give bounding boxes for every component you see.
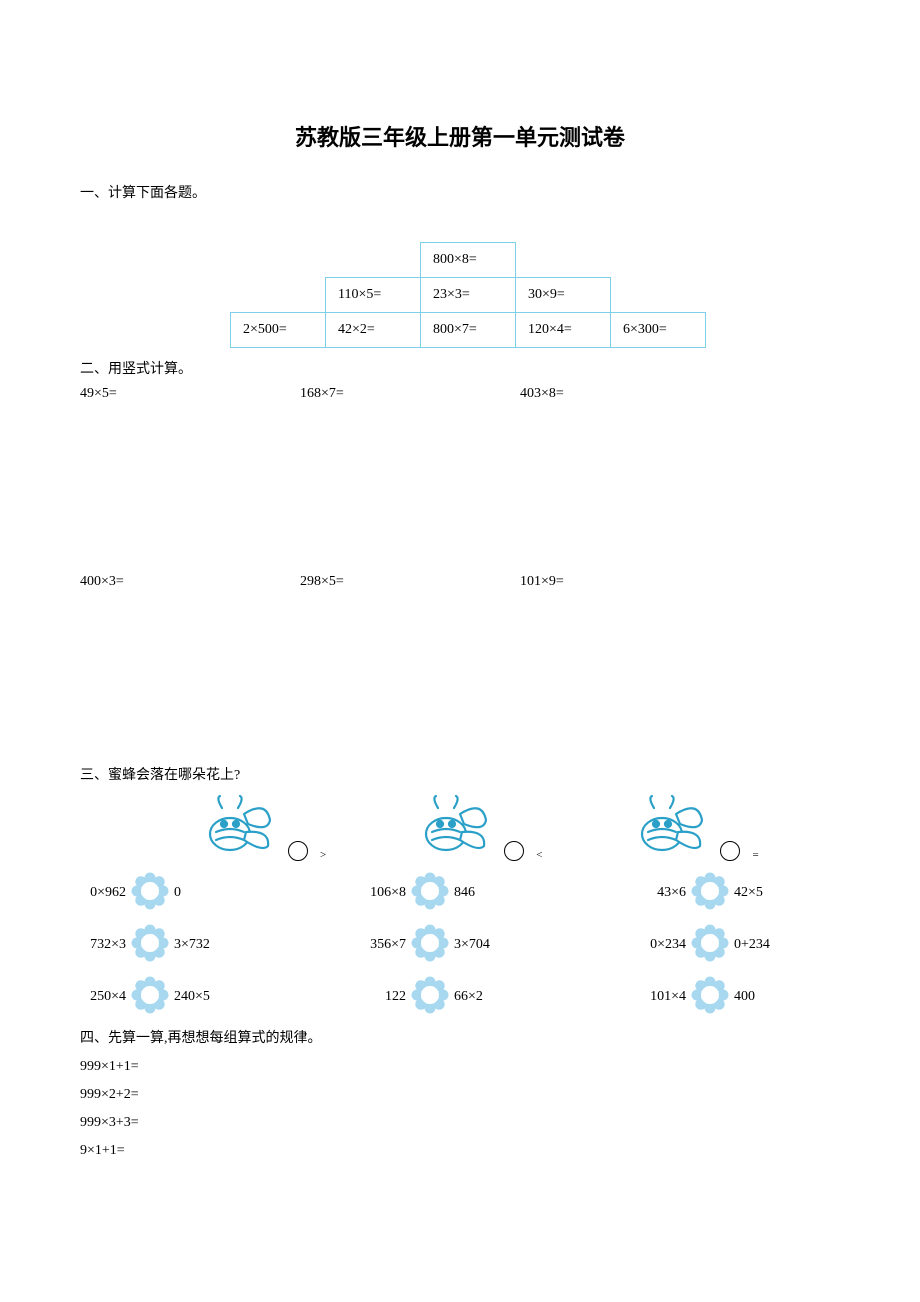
pattern-line: 999×3+3= — [80, 1115, 840, 1131]
flower-right-expr: 240×5 — [174, 989, 210, 1005]
calc-cell: 30×9= — [516, 278, 611, 313]
flower-right-expr: 400 — [734, 989, 755, 1005]
flower-left-expr: 101×4 — [640, 989, 686, 1005]
flower-item: 0×234 0+234 — [640, 919, 840, 971]
bee-icon — [632, 792, 710, 861]
vertical-calc-item: 400×3= — [80, 574, 300, 590]
calc-cell — [326, 243, 421, 278]
vertical-calc-item: 298×5= — [300, 574, 520, 590]
flower-icon — [128, 869, 172, 918]
calc-cell: 23×3= — [421, 278, 516, 313]
flower-right-expr: 66×2 — [454, 989, 483, 1005]
flower-icon — [408, 921, 452, 970]
bee-icon — [200, 792, 278, 861]
calc-cell: 110×5= — [326, 278, 421, 313]
answer-circle[interactable] — [288, 841, 308, 861]
vertical-calc-item: 403×8= — [520, 386, 740, 402]
flower-item: 732×3 3×732 — [80, 919, 280, 971]
flower-icon — [408, 869, 452, 918]
flower-right-expr: 846 — [454, 885, 475, 901]
section2-heading: 二、用竖式计算。 — [80, 358, 840, 378]
flower-column: 43×6 42×5 0×234 0+234 101×4 400 — [640, 867, 840, 1023]
calc-cell — [611, 243, 706, 278]
flower-icon — [128, 973, 172, 1022]
page-title: 苏教版三年级上册第一单元测试卷 — [80, 120, 840, 152]
flower-left-expr: 0×234 — [640, 937, 686, 953]
vertical-calc-row: 49×5= 168×7= 403×8= — [80, 386, 840, 402]
flower-item: 0×962 0 — [80, 867, 280, 919]
calc-cell: 6×300= — [611, 313, 706, 348]
flower-icon — [408, 973, 452, 1022]
flower-icon — [688, 921, 732, 970]
calc-table-wrap: 800×8= 110×5= 23×3= 30×9= 2×500= 42×2= 8… — [230, 242, 770, 348]
vertical-calc-item: 101×9= — [520, 574, 740, 590]
calc-cell: 2×500= — [231, 313, 326, 348]
flower-item: 250×4 240×5 — [80, 971, 280, 1023]
flower-grid: 0×9620732×33×732250×4240×5106×8846356×73… — [80, 867, 840, 1023]
flower-right-expr: 0+234 — [734, 937, 770, 953]
pattern-line: 9×1+1= — [80, 1143, 840, 1159]
section3-heading: 三、蜜蜂会落在哪朵花上? — [80, 764, 840, 784]
bee-unit: = — [632, 792, 758, 861]
calc-cell — [611, 278, 706, 313]
flower-left-expr: 732×3 — [80, 937, 126, 953]
flower-right-expr: 0 — [174, 885, 181, 901]
compare-symbol: < — [536, 849, 542, 861]
pattern-line: 999×1+1= — [80, 1059, 840, 1075]
flower-item: 106×8 846 — [360, 867, 560, 919]
answer-circle[interactable] — [720, 841, 740, 861]
vertical-calc-item: 49×5= — [80, 386, 300, 402]
flower-column: 106×8 846 356×7 3×704 122 66×2 — [360, 867, 560, 1023]
flower-left-expr: 356×7 — [360, 937, 406, 953]
calc-cell: 800×8= — [421, 243, 516, 278]
flower-left-expr: 250×4 — [80, 989, 126, 1005]
flower-column: 0×962 0 732×3 3×732 250×4 240×5 — [80, 867, 280, 1023]
answer-circle[interactable] — [504, 841, 524, 861]
flower-left-expr: 106×8 — [360, 885, 406, 901]
calc-cell: 120×4= — [516, 313, 611, 348]
flower-item: 101×4 400 — [640, 971, 840, 1023]
vertical-calc-item: 168×7= — [300, 386, 520, 402]
calc-cell: 800×7= — [421, 313, 516, 348]
flower-right-expr: 42×5 — [734, 885, 763, 901]
flower-item: 122 66×2 — [360, 971, 560, 1023]
bee-unit: > — [200, 792, 326, 861]
calc-table: 800×8= 110×5= 23×3= 30×9= 2×500= 42×2= 8… — [230, 242, 706, 348]
flower-item: 356×7 3×704 — [360, 919, 560, 971]
vertical-calc-row: 400×3= 298×5= 101×9= — [80, 574, 840, 590]
bee-icon — [416, 792, 494, 861]
calc-cell — [231, 243, 326, 278]
pattern-line: 999×2+2= — [80, 1087, 840, 1103]
calc-cell — [231, 278, 326, 313]
flower-icon — [688, 869, 732, 918]
flower-left-expr: 0×962 — [80, 885, 126, 901]
bee-row: > < — [200, 792, 840, 861]
section1-heading: 一、计算下面各题。 — [80, 182, 840, 202]
flower-left-expr: 122 — [360, 989, 406, 1005]
flower-left-expr: 43×6 — [640, 885, 686, 901]
flower-right-expr: 3×732 — [174, 937, 210, 953]
compare-symbol: = — [752, 849, 758, 861]
compare-symbol: > — [320, 849, 326, 861]
flower-item: 43×6 42×5 — [640, 867, 840, 919]
flower-icon — [688, 973, 732, 1022]
section4-heading: 四、先算一算,再想想每组算式的规律。 — [80, 1027, 840, 1047]
calc-cell: 42×2= — [326, 313, 421, 348]
flower-icon — [128, 921, 172, 970]
bee-unit: < — [416, 792, 542, 861]
calc-cell — [516, 243, 611, 278]
flower-right-expr: 3×704 — [454, 937, 490, 953]
